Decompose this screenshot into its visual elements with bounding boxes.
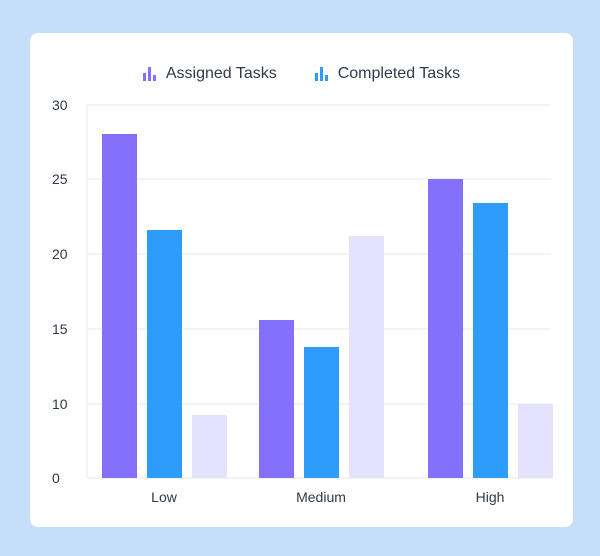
chart-legend: Assigned Tasks Completed Tasks: [30, 65, 573, 83]
bar-chart: 0 10 15 20 25 30 Low Medium High: [52, 97, 553, 505]
y-tick-label: 20: [52, 246, 68, 262]
y-tick-label: 15: [52, 321, 68, 337]
legend-label-completed-tasks: Completed Tasks: [337, 65, 461, 82]
chart-card: Assigned Tasks Completed Tasks 0 10 15 20 25…: [30, 33, 573, 527]
bar-chart-icon: [314, 67, 328, 81]
x-category-label: Low: [151, 489, 178, 505]
bar-chart-icon: [142, 67, 156, 81]
bar-high-series-1[interactable]: [428, 179, 463, 478]
bar-low-series-1[interactable]: [102, 134, 137, 478]
y-tick-label: 30: [52, 97, 68, 113]
y-tick-label: 10: [52, 396, 68, 412]
y-tick-label: 25: [52, 171, 68, 187]
legend-item-completed-tasks[interactable]: Completed Tasks: [314, 65, 461, 83]
bar-medium-series-1[interactable]: [259, 320, 294, 478]
bar-low-series-3[interactable]: [192, 415, 227, 478]
x-category-label: High: [476, 489, 505, 505]
bar-medium-series-2[interactable]: [304, 347, 339, 478]
bar-low-series-2[interactable]: [147, 230, 182, 478]
x-category-label: Medium: [296, 489, 346, 505]
bar-high-series-2[interactable]: [473, 203, 508, 478]
legend-item-assigned-tasks[interactable]: Assigned Tasks: [142, 65, 277, 83]
bar-medium-series-3[interactable]: [349, 236, 384, 478]
bar-high-series-3[interactable]: [518, 404, 553, 478]
y-tick-label: 0: [52, 470, 60, 486]
legend-label-assigned-tasks: Assigned Tasks: [165, 65, 277, 82]
